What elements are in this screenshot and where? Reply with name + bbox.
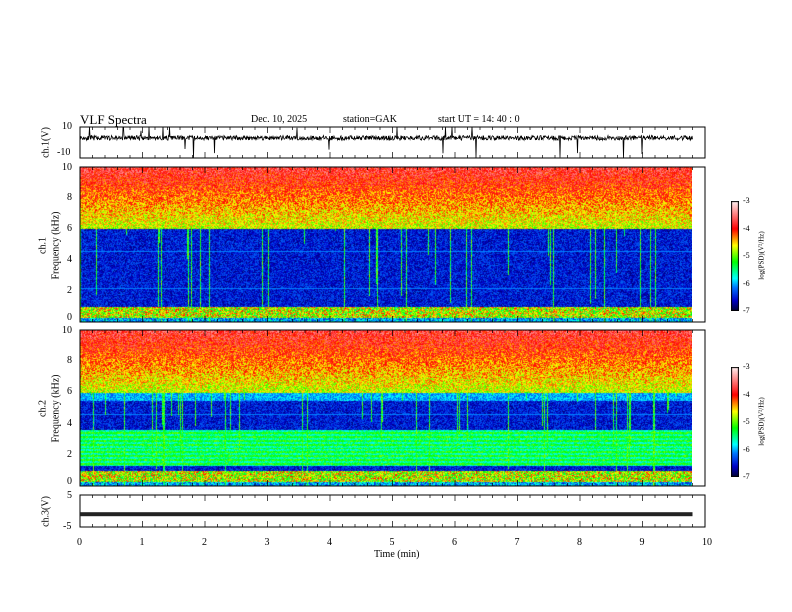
date-label: Dec. 10, 2025 (251, 114, 308, 125)
x-tick-label: 9 (639, 537, 645, 548)
freq-tick-label: 6 (67, 386, 72, 398)
freq-tick-label: 8 (67, 192, 72, 203)
x-tick-label: 3 (264, 537, 270, 548)
station-label: station=GAK (343, 114, 397, 125)
colorbar-tick-label: -6 (743, 444, 750, 454)
ch3-wave-ylabel: ch.3(V) (40, 496, 52, 527)
ch3-tick-neg5: -5 (63, 521, 72, 532)
freq-tick-label: 4 (67, 417, 72, 429)
x-tick-label: 2 (202, 537, 207, 548)
freq-tick-label: 2 (67, 285, 72, 296)
freq-tick-label: 10 (62, 162, 72, 173)
freq-tick-label: 8 (67, 355, 72, 367)
ch3-waveform-line (80, 512, 693, 517)
x-tick-label: 0 (77, 537, 82, 548)
ch3-tick-5: 5 (67, 490, 72, 501)
freq-tick-label: 0 (67, 312, 72, 323)
freq-tick-label: 0 (67, 476, 72, 487)
colorbar-tick-label: -5 (743, 417, 750, 426)
x-tick-label: 5 (389, 537, 395, 548)
x-axis-label: Time (min) (374, 549, 420, 560)
colorbar-tick-label: -7 (743, 472, 750, 481)
freq-tick-label: 4 (67, 254, 72, 265)
ch2-colorbar (731, 367, 739, 477)
colorbar-label: log(PSD)(V²/Hz) (757, 397, 766, 446)
colorbar-tick-label: -6 (743, 278, 750, 288)
x-tick-label: 1 (139, 537, 145, 548)
freq-tick-label: 2 (67, 448, 72, 460)
colorbar-tick-label: -7 (743, 306, 750, 315)
ch1-spectrogram (80, 167, 692, 322)
colorbar-tick-label: -4 (743, 223, 750, 233)
colorbar-tick-label: -3 (743, 196, 750, 205)
ch2-spec-ylabel: Frequency (kHz) (50, 374, 62, 443)
ch1-spec-ylabel: Frequency (kHz) (50, 211, 62, 280)
ch1-waveform-line (79, 126, 693, 159)
panel-frame (79, 329, 706, 487)
colorbar-tick-label: -5 (743, 251, 750, 260)
colorbar-tick-label: -3 (743, 362, 750, 371)
x-tick-label: 4 (327, 537, 332, 548)
ch2-spec-ylabel-top: ch.2 (37, 400, 49, 417)
freq-tick-label: 6 (67, 223, 72, 234)
x-tick-label: 10 (702, 537, 712, 548)
ch2-spectrogram (80, 330, 692, 486)
colorbar-tick-label: -4 (743, 389, 750, 399)
ch1-tick-neg10: -10 (57, 147, 71, 158)
plot-title: VLF Spectra (80, 112, 147, 127)
x-tick-label: 6 (452, 537, 457, 548)
ch1-wave-ylabel: ch.1(V) (40, 127, 52, 158)
start-time-label: start UT = 14: 40 : 0 (438, 114, 520, 125)
ch1-spec-ylabel-top: ch.1 (37, 237, 49, 254)
x-tick-label: 8 (577, 537, 582, 548)
x-tick-label: 7 (514, 537, 520, 548)
colorbar-label: log(PSD)(V²/Hz) (757, 231, 766, 280)
panel-frame (79, 166, 706, 323)
ch1-tick-10: 10 (62, 121, 72, 132)
freq-tick-label: 10 (62, 325, 72, 336)
ch1-colorbar (731, 201, 739, 311)
